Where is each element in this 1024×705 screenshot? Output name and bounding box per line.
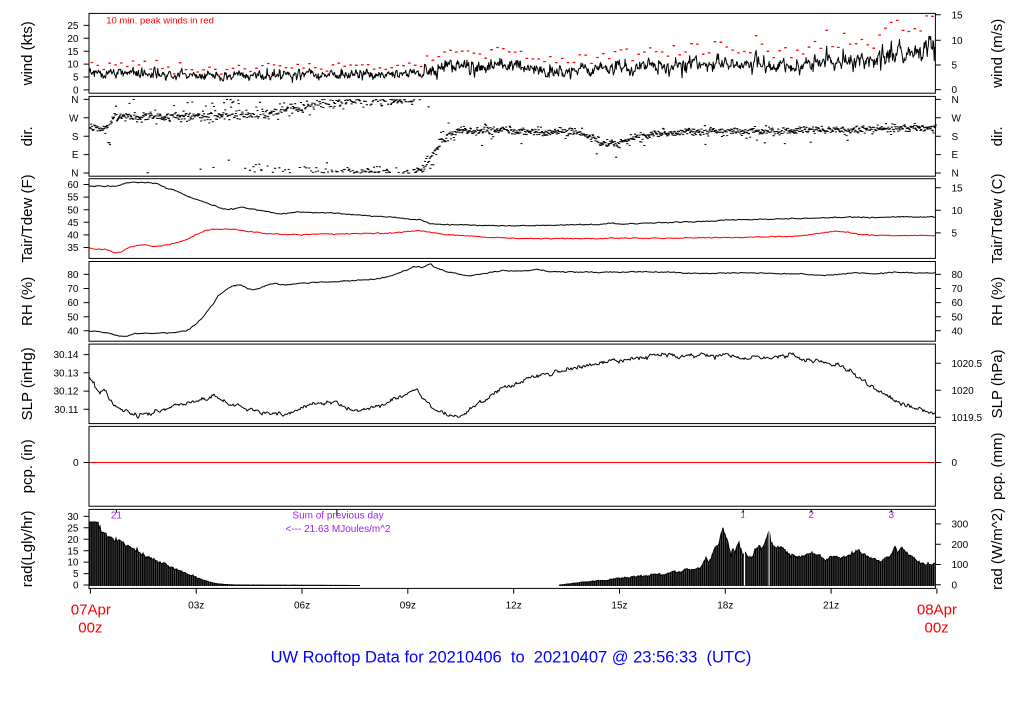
svg-text:1019.5: 1019.5	[952, 413, 983, 424]
svg-text:0: 0	[73, 458, 79, 469]
svg-text:15: 15	[67, 47, 79, 58]
svg-text:W: W	[69, 113, 79, 124]
svg-text:30.12: 30.12	[53, 387, 78, 398]
svg-text:00z: 00z	[925, 620, 949, 637]
svg-text:<--- 21.63 MJoules/m^2: <--- 21.63 MJoules/m^2	[285, 524, 390, 535]
svg-text:21: 21	[111, 511, 123, 522]
svg-text:dir.: dir.	[989, 126, 1006, 146]
svg-text:35: 35	[67, 243, 79, 254]
svg-text:18z: 18z	[717, 601, 733, 612]
svg-text:SLP (inHg): SLP (inHg)	[19, 347, 36, 420]
svg-text:25: 25	[67, 21, 79, 32]
svg-text:0: 0	[952, 458, 958, 469]
svg-text:21z: 21z	[823, 601, 839, 612]
svg-text:06z: 06z	[294, 601, 310, 612]
svg-text:20: 20	[67, 535, 79, 546]
svg-text:0: 0	[73, 86, 79, 97]
svg-text:N: N	[952, 95, 959, 106]
svg-text:wind (m/s): wind (m/s)	[989, 19, 1006, 89]
svg-text:12z: 12z	[506, 601, 522, 612]
svg-text:60: 60	[952, 298, 964, 309]
svg-text:50: 50	[67, 312, 79, 323]
svg-text:10: 10	[952, 36, 964, 47]
svg-text:40: 40	[952, 326, 964, 337]
svg-text:1020.5: 1020.5	[952, 359, 983, 370]
svg-text:SLP (hPa): SLP (hPa)	[989, 349, 1006, 418]
svg-text:0: 0	[73, 581, 79, 592]
svg-text:N: N	[71, 95, 78, 106]
svg-text:rad (W/m^2): rad (W/m^2)	[989, 508, 1006, 590]
svg-text:25: 25	[67, 523, 79, 534]
svg-text:5: 5	[952, 229, 958, 240]
svg-text:RH (%): RH (%)	[989, 277, 1006, 326]
svg-text:40: 40	[67, 326, 79, 337]
svg-text:Tair/Tdew (F): Tair/Tdew (F)	[19, 174, 36, 262]
svg-text:0: 0	[952, 580, 958, 591]
svg-text:S: S	[952, 132, 959, 143]
svg-text:5: 5	[952, 61, 958, 72]
svg-text:00z: 00z	[78, 620, 102, 637]
svg-text:60: 60	[67, 180, 79, 191]
svg-text:80: 80	[952, 270, 964, 281]
svg-text:UW Rooftop Data for 20210406: UW Rooftop Data for 20210406 to 20210407…	[271, 649, 752, 667]
svg-text:Sum of previous day: Sum of previous day	[292, 511, 383, 522]
svg-text:pcp. (mm): pcp. (mm)	[989, 433, 1006, 501]
svg-text:5: 5	[73, 73, 79, 84]
svg-text:100: 100	[952, 560, 969, 571]
svg-text:08Apr: 08Apr	[917, 602, 957, 619]
svg-text:RH (%): RH (%)	[19, 277, 36, 326]
svg-text:200: 200	[952, 540, 969, 551]
svg-text:15: 15	[952, 183, 964, 194]
svg-text:30.11: 30.11	[54, 405, 79, 416]
svg-text:30.13: 30.13	[53, 368, 78, 379]
svg-text:W: W	[952, 113, 962, 124]
svg-text:55: 55	[67, 193, 79, 204]
svg-text:0: 0	[952, 85, 958, 96]
svg-text:rad(Lgly/hr): rad(Lgly/hr)	[19, 511, 36, 588]
svg-text:15: 15	[952, 10, 964, 21]
svg-text:10: 10	[67, 558, 79, 569]
svg-text:15: 15	[67, 546, 79, 557]
svg-text:10 min. peak winds in red: 10 min. peak winds in red	[106, 15, 214, 26]
svg-text:300: 300	[952, 520, 969, 531]
svg-text:30.14: 30.14	[53, 350, 78, 361]
svg-text:50: 50	[67, 205, 79, 216]
svg-text:09z: 09z	[400, 601, 416, 612]
svg-text:wind (kts): wind (kts)	[19, 21, 36, 86]
svg-text:5: 5	[73, 569, 79, 580]
svg-text:70: 70	[952, 284, 964, 295]
svg-text:10: 10	[67, 60, 79, 71]
svg-text:30: 30	[67, 512, 79, 523]
svg-text:60: 60	[67, 298, 79, 309]
svg-text:50: 50	[952, 312, 964, 323]
svg-text:20: 20	[67, 34, 79, 45]
svg-text:S: S	[72, 132, 79, 143]
svg-text:70: 70	[67, 284, 79, 295]
svg-text:N: N	[71, 169, 78, 180]
svg-text:pcp. (in): pcp. (in)	[19, 439, 36, 493]
svg-text:10: 10	[952, 206, 964, 217]
svg-text:07Apr: 07Apr	[71, 602, 111, 619]
svg-text:15z: 15z	[611, 601, 627, 612]
svg-text:80: 80	[67, 270, 79, 281]
svg-text:1: 1	[740, 510, 746, 521]
svg-text:40: 40	[67, 231, 79, 242]
svg-text:45: 45	[67, 218, 79, 229]
svg-text:E: E	[72, 150, 79, 161]
svg-text:N: N	[952, 169, 959, 180]
svg-text:dir.: dir.	[19, 126, 36, 146]
svg-text:3: 3	[889, 510, 895, 521]
svg-text:2: 2	[808, 510, 814, 521]
svg-text:Tair/Tdew (C): Tair/Tdew (C)	[989, 174, 1006, 264]
svg-text:03z: 03z	[188, 601, 204, 612]
svg-text:E: E	[952, 150, 959, 161]
svg-text:1020: 1020	[952, 386, 975, 397]
